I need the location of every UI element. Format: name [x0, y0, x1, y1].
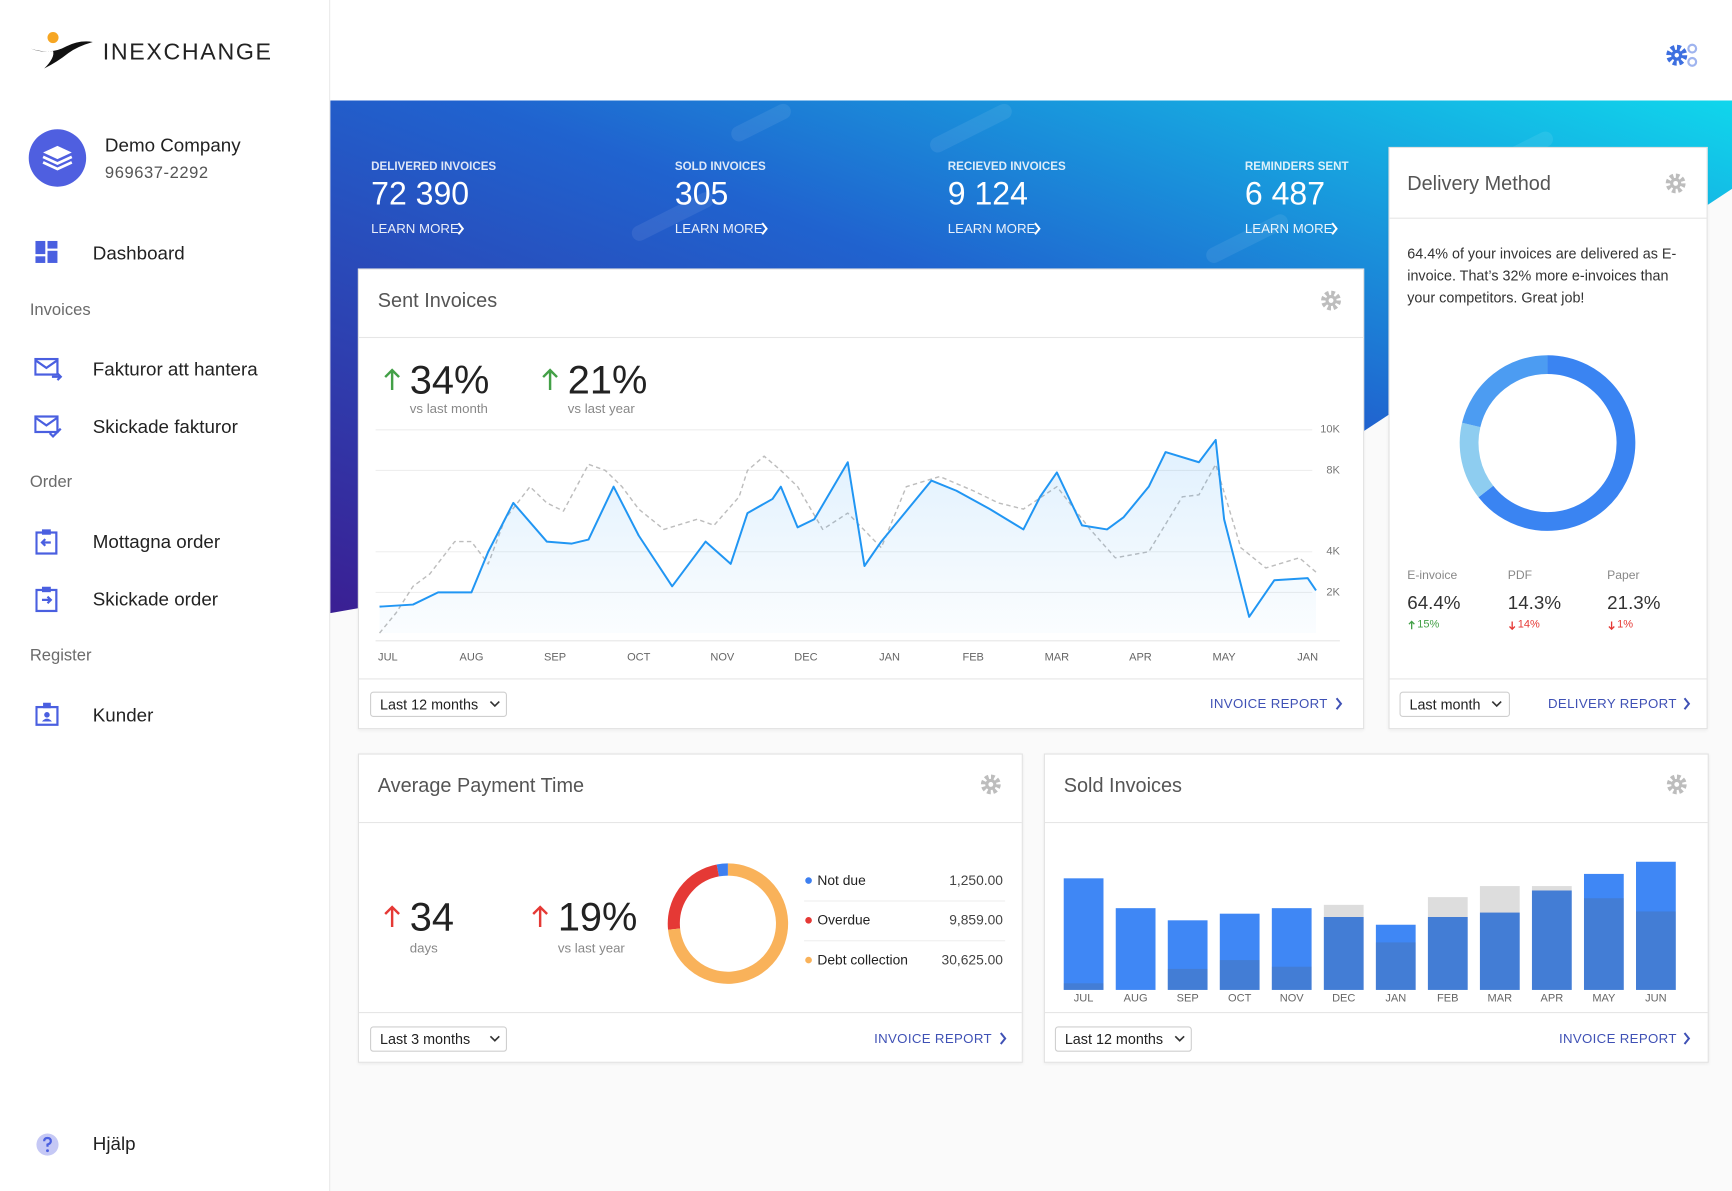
mail-check-icon — [34, 415, 62, 438]
nav-item[interactable]: Kunder — [92, 704, 154, 726]
divider — [358, 1012, 1022, 1014]
nav-item[interactable]: Skickade order — [92, 588, 219, 610]
change-label: 1% — [1617, 618, 1634, 631]
stat-label: REMINDERS SENT — [1244, 160, 1349, 174]
stat-link[interactable]: LEARN MORE — [1244, 220, 1333, 237]
stat-label: RECIEVED INVOICES — [947, 160, 1066, 174]
stat-value: 72 390 — [371, 176, 470, 213]
sidebar — [0, 0, 331, 1191]
sold-invoices-card — [1043, 753, 1709, 1063]
legend-label: PDF — [1507, 568, 1533, 583]
stat-value: 9 124 — [947, 176, 1028, 213]
stat-label: SOLD INVOICES — [674, 160, 766, 174]
company-name: Demo Company — [104, 134, 241, 156]
card-title: Sent Invoices — [377, 289, 498, 312]
value-label: 21.3% — [1607, 592, 1661, 614]
stat-link[interactable]: LEARN MORE — [674, 220, 763, 237]
value-label: 64.4% — [1407, 592, 1461, 614]
nav-section: Order — [29, 472, 73, 492]
delivery-text: 64.4% of your invoices are delivered as … — [1407, 245, 1677, 307]
report-link[interactable]: INVOICE REPORT — [1209, 696, 1328, 712]
change-label: 15% — [1417, 618, 1440, 631]
card-title: Delivery Method — [1407, 172, 1551, 195]
period-select-label[interactable]: Last 3 months — [379, 1030, 471, 1048]
row-divider — [804, 940, 1006, 942]
divider — [1044, 1012, 1708, 1014]
dashboard-icon — [35, 240, 58, 263]
stat-value: 305 — [674, 176, 729, 213]
legend-label: Overdue — [817, 912, 871, 929]
kpi-caption: vs last year — [567, 401, 635, 417]
divider — [358, 336, 1364, 339]
period-select[interactable] — [370, 1026, 508, 1052]
legend-label: Not due — [817, 872, 866, 889]
period-select[interactable] — [1399, 691, 1510, 718]
card-title: Average Payment Time — [377, 774, 585, 797]
header — [330, 0, 1732, 101]
legend-label: Paper — [1607, 568, 1640, 583]
nav-item[interactable]: Fakturor att hantera — [92, 359, 258, 381]
avatar-icon — [42, 145, 73, 171]
logo-mark — [30, 32, 93, 69]
period-select-label[interactable]: Last 12 months — [379, 696, 479, 713]
nav-item[interactable]: Skickade fakturor — [92, 416, 238, 438]
row-divider — [804, 900, 1006, 902]
average-payment-card — [357, 753, 1023, 1063]
period-select[interactable] — [1054, 1026, 1192, 1052]
legend-label: Debt collection — [817, 952, 908, 968]
nav-item[interactable]: Hjälp — [92, 1133, 136, 1155]
mail-icon — [34, 357, 63, 381]
value-label: 30,625.00 — [941, 952, 1003, 968]
divider — [1389, 217, 1707, 219]
brand: INEXCHANGE — [102, 39, 273, 66]
nav-section: Register — [29, 646, 92, 666]
report-link[interactable]: INVOICE REPORT — [1558, 1030, 1677, 1047]
stat-link[interactable]: LEARN MORE — [947, 220, 1036, 237]
kpi-value: 34% — [409, 356, 490, 403]
delivery-method-card — [1388, 146, 1708, 730]
kpi-caption: vs last month — [409, 401, 488, 417]
nav-item[interactable]: Dashboard — [92, 243, 185, 265]
divider — [358, 678, 1364, 680]
help-icon — [36, 1133, 59, 1156]
period-select-label[interactable]: Last month — [1409, 696, 1481, 713]
company-org-number: 969637-2292 — [104, 163, 209, 183]
report-link[interactable]: INVOICE REPORT — [874, 1030, 992, 1047]
divider — [1389, 678, 1707, 680]
report-link[interactable]: DELIVERY REPORT — [1548, 696, 1677, 712]
nav-section: Invoices — [29, 300, 91, 320]
value-label: 9,859.00 — [949, 912, 1003, 929]
stat-value: 6 487 — [1244, 176, 1326, 213]
settings-button[interactable] — [1662, 40, 1700, 71]
kpi-caption: vs last year — [557, 940, 625, 956]
stat-label: DELIVERED INVOICES — [371, 160, 497, 174]
value-label: 1,250.00 — [949, 872, 1003, 889]
kpi-value: 19% — [557, 893, 638, 940]
nav-item[interactable]: Mottagna order — [92, 531, 221, 553]
legend-label: E-invoice — [1407, 568, 1458, 583]
clipboard-icon — [35, 586, 58, 613]
kpi-value: 21% — [567, 356, 648, 403]
period-select[interactable] — [370, 691, 508, 718]
kpi-caption: days — [409, 940, 438, 956]
card-title: Sold Invoices — [1063, 774, 1182, 797]
change-label: 14% — [1517, 618, 1540, 631]
period-select-label[interactable]: Last 12 months — [1064, 1030, 1164, 1048]
clipboard-icon — [35, 529, 58, 555]
kpi-value: 34 — [409, 893, 455, 940]
divider — [1044, 821, 1708, 824]
divider — [358, 821, 1022, 824]
customer-icon — [35, 702, 59, 726]
stat-link[interactable]: LEARN MORE — [371, 220, 459, 237]
value-label: 14.3% — [1507, 592, 1562, 614]
